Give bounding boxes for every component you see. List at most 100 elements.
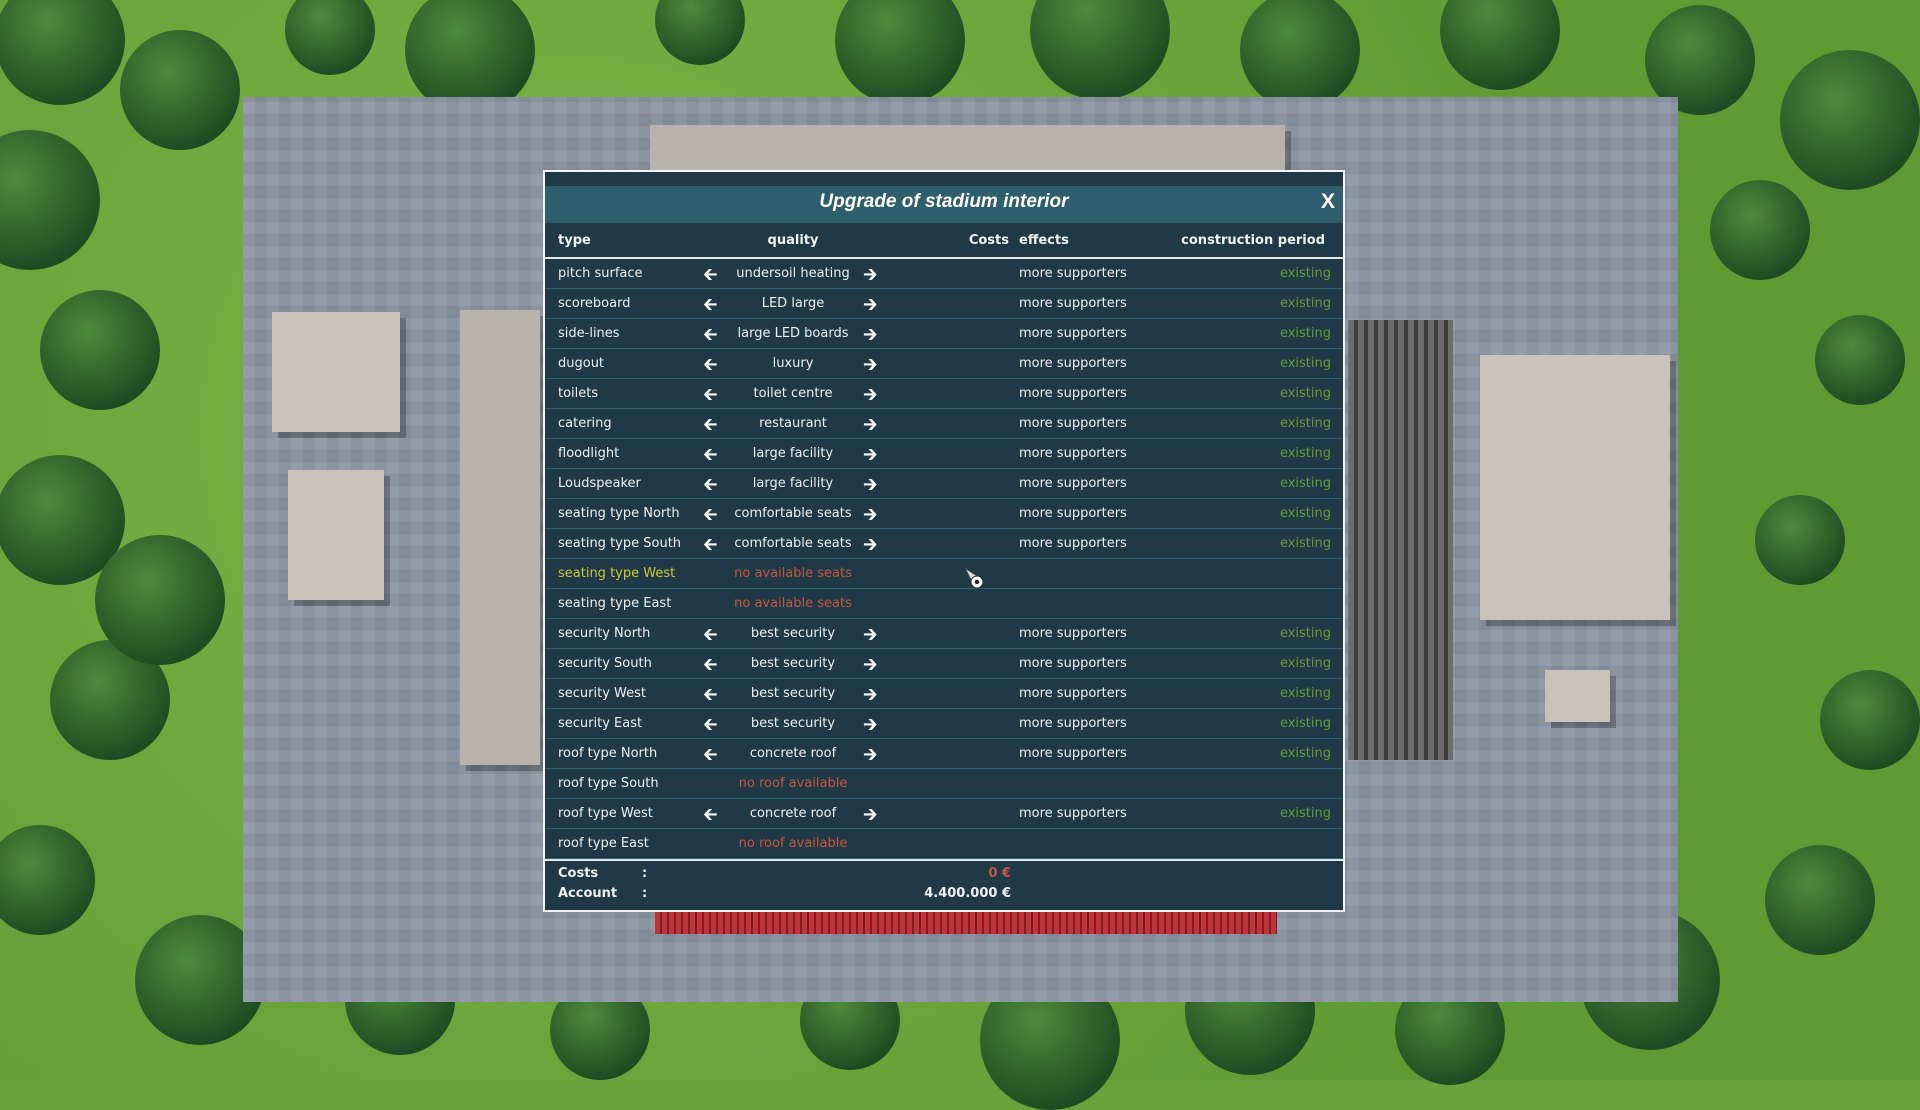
north-stand [650, 125, 1285, 175]
arrow-right-icon[interactable]: 🡲 [863, 654, 878, 675]
arrow-right-icon[interactable]: 🡲 [863, 414, 878, 435]
tree [0, 825, 95, 935]
row-type: toilets [558, 386, 599, 401]
arrow-left-icon[interactable]: 🡰 [703, 504, 718, 525]
row-type: Loudspeaker [558, 476, 641, 491]
building [1545, 670, 1610, 722]
tree [1815, 315, 1905, 405]
building [272, 312, 400, 432]
west-stand [460, 310, 540, 765]
arrow-left-icon[interactable]: 🡰 [703, 354, 718, 375]
row-quality: large facility [752, 446, 834, 461]
arrow-right-icon[interactable]: 🡲 [863, 714, 878, 735]
row-effects: more supporters [1019, 266, 1127, 281]
row-period: existing [1279, 266, 1331, 281]
table-row: roof type East no roof available [545, 829, 1343, 859]
arrow-right-icon[interactable]: 🡲 [863, 684, 878, 705]
arrow-left-icon[interactable]: 🡰 [703, 264, 718, 285]
tree [1645, 5, 1755, 115]
row-type: seating type East [558, 596, 672, 611]
tree [1710, 180, 1810, 280]
table-row: scoreboard 🡰 🡲 LED large more supporters exis… [545, 289, 1343, 319]
header-period: construction period [1181, 233, 1325, 248]
table-row: security East 🡰 🡲 best security more support… [545, 709, 1343, 739]
building [288, 470, 384, 600]
arrow-left-icon[interactable]: 🡰 [703, 474, 718, 495]
tree [1820, 670, 1920, 770]
table-row: seating type South 🡰 🡲 comfortable seats mor… [545, 529, 1343, 559]
arrow-right-icon[interactable]: 🡲 [863, 624, 878, 645]
arrow-right-icon[interactable]: 🡲 [863, 804, 878, 825]
row-type: side-lines [558, 326, 620, 341]
row-quality: luxury [772, 356, 814, 371]
row-period: existing [1279, 536, 1331, 551]
row-quality: no available seats [734, 566, 852, 581]
row-type: catering [558, 416, 612, 431]
row-quality: best security [750, 716, 836, 731]
arrow-right-icon[interactable]: 🡲 [863, 354, 878, 375]
arrow-left-icon[interactable]: 🡰 [703, 684, 718, 705]
row-effects: more supporters [1019, 746, 1127, 761]
arrow-left-icon[interactable]: 🡰 [703, 534, 718, 555]
row-quality: no roof available [738, 776, 848, 791]
arrow-left-icon[interactable]: 🡰 [703, 714, 718, 735]
table-row: security West 🡰 🡲 best security more support… [545, 679, 1343, 709]
account-label: Account [558, 886, 618, 901]
arrow-right-icon[interactable]: 🡲 [863, 534, 878, 555]
arrow-right-icon[interactable]: 🡲 [863, 294, 878, 315]
row-effects: more supporters [1019, 716, 1127, 731]
row-period: existing [1279, 806, 1331, 821]
row-period: existing [1279, 746, 1331, 761]
row-effects: more supporters [1019, 326, 1127, 341]
arrow-left-icon[interactable]: 🡰 [703, 654, 718, 675]
table-row: pitch surface 🡰 🡲 undersoil heating more sup… [545, 259, 1343, 289]
row-effects: more supporters [1019, 356, 1127, 371]
row-type: dugout [558, 356, 605, 371]
row-quality: comfortable seats [734, 536, 852, 551]
arrow-right-icon[interactable]: 🡲 [863, 474, 878, 495]
tree [1780, 50, 1920, 190]
row-quality: toilet centre [753, 386, 833, 401]
table-row: Loudspeaker 🡰 🡲 large facility more supporte… [545, 469, 1343, 499]
arrow-left-icon[interactable]: 🡰 [703, 804, 718, 825]
arrow-right-icon[interactable]: 🡲 [863, 444, 878, 465]
tree [405, 0, 535, 115]
header-type: type [558, 233, 591, 248]
row-effects: more supporters [1019, 686, 1127, 701]
arrow-left-icon[interactable]: 🡰 [703, 294, 718, 315]
row-effects: more supporters [1019, 476, 1127, 491]
row-quality: comfortable seats [734, 506, 852, 521]
football-cursor-icon [965, 568, 984, 589]
tree [1240, 0, 1360, 110]
close-button[interactable]: X [1320, 190, 1335, 213]
table-row: side-lines 🡰 🡲 large LED boards more support… [545, 319, 1343, 349]
row-quality: no available seats [734, 596, 852, 611]
row-effects: more supporters [1019, 446, 1127, 461]
header-costs: Costs [968, 233, 1009, 248]
row-type: roof type North [558, 746, 658, 761]
arrow-right-icon[interactable]: 🡲 [863, 324, 878, 345]
row-effects: more supporters [1019, 386, 1127, 401]
arrow-left-icon[interactable]: 🡰 [703, 324, 718, 345]
tree [40, 290, 160, 410]
tree [120, 30, 240, 150]
row-type: floodlight [558, 446, 620, 461]
arrow-left-icon[interactable]: 🡰 [703, 624, 718, 645]
row-period: existing [1279, 476, 1331, 491]
row-quality: large facility [752, 476, 834, 491]
table-row: roof type West 🡰 🡲 concrete roof more suppor… [545, 799, 1343, 829]
row-effects: more supporters [1019, 626, 1127, 641]
arrow-left-icon[interactable]: 🡰 [703, 744, 718, 765]
arrow-left-icon[interactable]: 🡰 [703, 384, 718, 405]
upgrade-dialog: Upgrade of stadium interior X type quali… [543, 170, 1345, 912]
arrow-right-icon[interactable]: 🡲 [863, 504, 878, 525]
row-period: existing [1279, 716, 1331, 731]
arrow-right-icon[interactable]: 🡲 [863, 744, 878, 765]
summary-footer: Costs : 0 € Account : 4.400.000 € [545, 859, 1343, 912]
table-row: toilets 🡰 🡲 toilet centre more supporters exi… [545, 379, 1343, 409]
arrow-right-icon[interactable]: 🡲 [863, 384, 878, 405]
arrow-left-icon[interactable]: 🡰 [703, 444, 718, 465]
arrow-left-icon[interactable]: 🡰 [703, 414, 718, 435]
arrow-right-icon[interactable]: 🡲 [863, 264, 878, 285]
table-header: type quality Costs effects construction … [545, 223, 1343, 259]
